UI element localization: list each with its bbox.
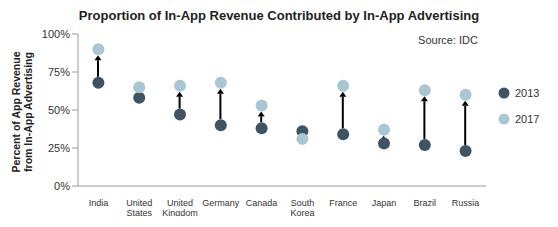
svg-text:75%: 75% — [48, 66, 70, 78]
svg-text:UnitedStates: UnitedStates — [126, 198, 152, 216]
svg-text:Percent of App Revenuefrom In-: Percent of App Revenuefrom In-App Advert… — [10, 51, 34, 172]
svg-text:Japan: Japan — [372, 198, 397, 208]
svg-text:0%: 0% — [54, 180, 70, 192]
svg-text:UnitedKingdom: UnitedKingdom — [162, 198, 198, 216]
svg-text:Russia: Russia — [452, 198, 480, 208]
svg-text:25%: 25% — [48, 142, 70, 154]
svg-text:50%: 50% — [48, 104, 70, 116]
html-text:Proportion of In-App Revenue C: Proportion of In-App Revenue Contributed… — [78, 8, 480, 23]
svg-text:France: France — [329, 198, 357, 208]
svg-text:Canada: Canada — [246, 198, 278, 208]
html-text:2013: 2013 — [515, 87, 540, 99]
html-text:Source: IDC: Source: IDC — [418, 34, 478, 46]
svg-text:SouthKorea: SouthKorea — [290, 198, 314, 216]
svg-text:India: India — [89, 198, 109, 208]
svg-text:Brazil: Brazil — [414, 198, 437, 208]
svg-text:Germany: Germany — [202, 198, 240, 208]
svg-text:100%: 100% — [42, 28, 70, 40]
html-text:2017: 2017 — [515, 113, 540, 125]
